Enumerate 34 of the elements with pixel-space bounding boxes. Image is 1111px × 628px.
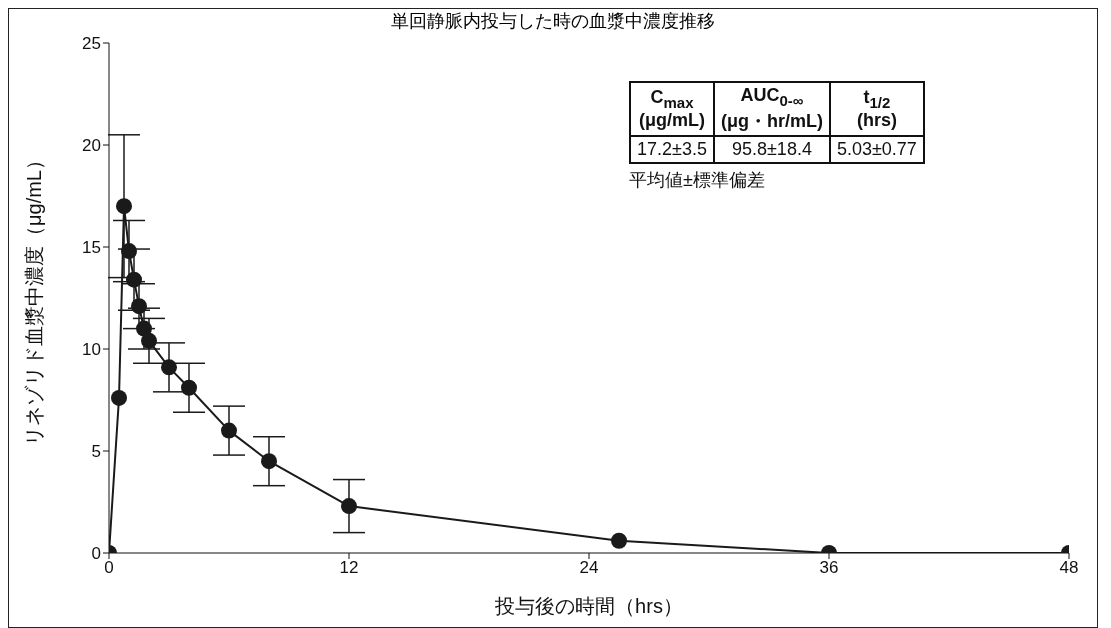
x-tick-label: 12 <box>339 558 359 578</box>
annotation: 5.03±0.77 <box>829 135 924 163</box>
x-tick-label: 0 <box>104 558 114 578</box>
point <box>136 320 152 337</box>
point <box>611 532 627 549</box>
point <box>111 389 127 406</box>
point <box>161 359 177 376</box>
annotation: 17.2±3.5 <box>630 135 714 163</box>
y-tick-label: 10 <box>82 340 101 360</box>
point <box>181 379 197 396</box>
point <box>121 243 137 260</box>
annotation: t$_{1/2}$ (hrs) <box>829 82 924 136</box>
annotation: C$_{max}$ (μg/mL) <box>630 82 714 136</box>
x-axis-title: 投与後の時間（hrs） <box>494 595 683 617</box>
chart-title: 単回静脈内投与した時の血漿中濃度推移 <box>390 10 716 33</box>
annotation: AUC$_{0-∞}$ (μg・hr/mL) <box>713 82 830 136</box>
y-tick-label: 20 <box>82 136 101 156</box>
point <box>341 498 357 515</box>
x-tick-label: 48 <box>1059 558 1079 578</box>
x-tick-label: 36 <box>819 558 839 578</box>
point <box>126 271 142 288</box>
y-axis-title: リネゾリド血漿中濃度（μg/mL） <box>23 150 46 446</box>
point <box>116 198 132 215</box>
y-tick-label: 0 <box>91 544 101 564</box>
point <box>221 422 237 439</box>
y-tick-label: 15 <box>82 238 101 258</box>
point <box>261 453 277 470</box>
y-tick-label: 25 <box>82 34 101 54</box>
y-tick-label: 5 <box>91 442 101 462</box>
x-tick-label: 24 <box>579 558 599 578</box>
point <box>141 332 157 349</box>
annotation: 平均値±標準偏差 <box>629 168 766 192</box>
annotation: 95.8±18.4 <box>713 135 830 163</box>
point <box>131 298 147 315</box>
